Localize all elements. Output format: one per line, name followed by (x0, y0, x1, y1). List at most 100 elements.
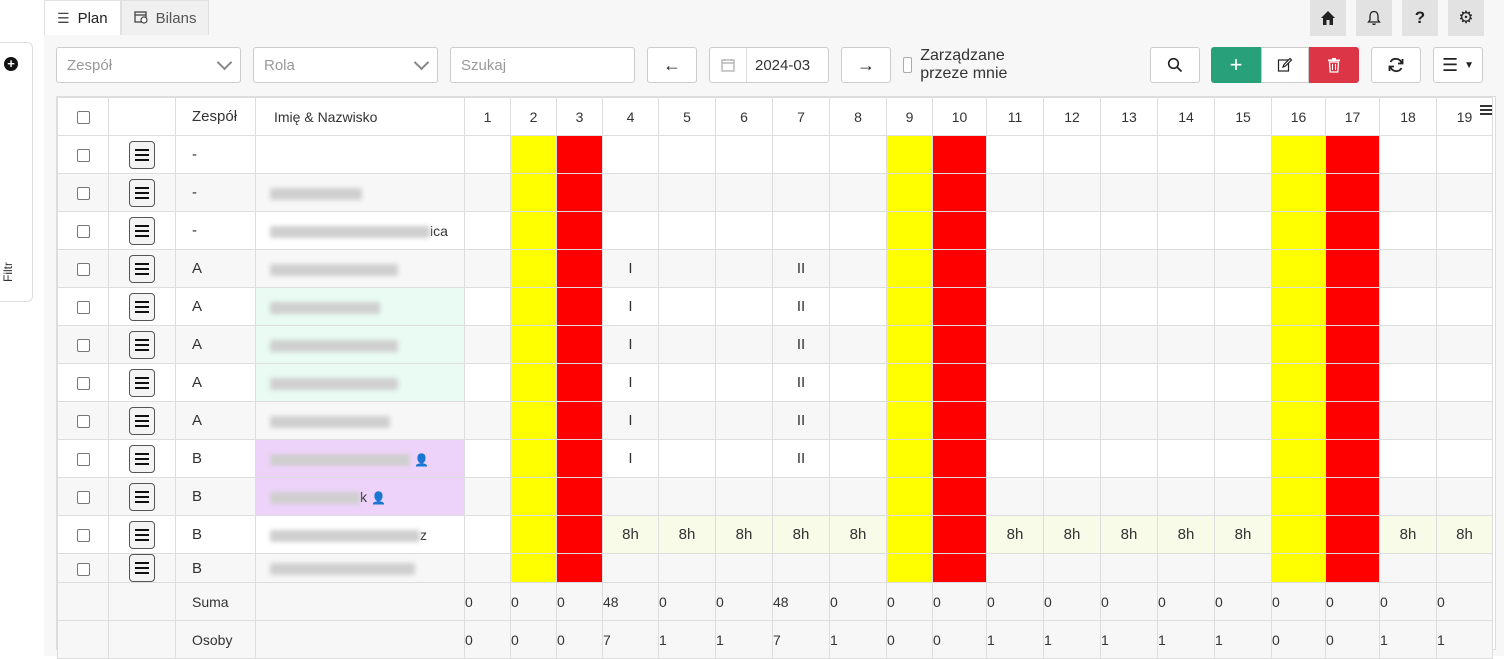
day-cell-10[interactable] (932, 325, 987, 364)
day-cell-6[interactable] (715, 439, 773, 478)
row-checkbox[interactable] (76, 562, 90, 576)
name-cell[interactable] (255, 553, 465, 583)
row-menu-button[interactable] (129, 520, 155, 549)
name-cell[interactable]: 👤 (255, 439, 465, 478)
day-cell-16[interactable] (1271, 515, 1326, 554)
day-cell-7[interactable]: 8h (772, 515, 830, 554)
day-cell-10[interactable] (932, 363, 987, 402)
day-cell-13[interactable] (1100, 439, 1158, 478)
row-checkbox[interactable] (76, 187, 90, 201)
day-cell-4[interactable]: I (602, 325, 659, 364)
day-cell-15[interactable] (1214, 325, 1272, 364)
day-cell-18[interactable] (1379, 211, 1437, 250)
day-cell-7[interactable] (772, 135, 830, 174)
day-cell-15[interactable] (1214, 135, 1272, 174)
day-cell-13[interactable] (1100, 211, 1158, 250)
day-cell-19[interactable] (1436, 439, 1493, 478)
day-cell-9[interactable] (886, 135, 933, 174)
delete-button[interactable] (1309, 47, 1359, 83)
day-cell-17[interactable] (1325, 325, 1380, 364)
search-button[interactable] (1150, 47, 1200, 83)
day-cell-18[interactable] (1379, 553, 1437, 583)
row-checkbox[interactable] (76, 415, 90, 429)
day-cell-19[interactable] (1436, 325, 1493, 364)
day-cell-3[interactable] (556, 363, 603, 402)
day-cell-10[interactable] (932, 515, 987, 554)
day-cell-18[interactable] (1379, 401, 1437, 440)
prev-month-button[interactable]: ← (647, 47, 697, 83)
day-cell-8[interactable] (829, 325, 887, 364)
table-row[interactable]: A I II (57, 287, 1493, 326)
day-cell-14[interactable] (1157, 287, 1215, 326)
day-cell-3[interactable] (556, 553, 603, 583)
name-cell[interactable]: k 👤 (255, 477, 465, 516)
day-cell-17[interactable] (1325, 439, 1380, 478)
day-cell-1[interactable] (464, 325, 511, 364)
day-cell-11[interactable] (986, 173, 1044, 212)
refresh-button[interactable] (1371, 47, 1421, 83)
day-cell-12[interactable]: 8h (1043, 515, 1101, 554)
day-cell-4[interactable] (602, 135, 659, 174)
day-cell-15[interactable] (1214, 477, 1272, 516)
day-cell-16[interactable] (1271, 363, 1326, 402)
day-cell-19[interactable] (1436, 249, 1493, 288)
day-cell-8[interactable] (829, 401, 887, 440)
day-cell-11[interactable]: 8h (986, 515, 1044, 554)
day-cell-14[interactable]: 8h (1157, 515, 1215, 554)
day-cell-11[interactable] (986, 135, 1044, 174)
day-cell-6[interactable] (715, 135, 773, 174)
day-cell-11[interactable] (986, 477, 1044, 516)
day-cell-10[interactable] (932, 477, 987, 516)
day-cell-14[interactable] (1157, 211, 1215, 250)
day-cell-14[interactable] (1157, 135, 1215, 174)
day-cell-13[interactable] (1100, 553, 1158, 583)
day-cell-2[interactable] (510, 477, 557, 516)
row-menu-button[interactable] (129, 178, 155, 207)
table-row[interactable]: - (57, 135, 1493, 174)
table-row[interactable]: B 👤 I II (57, 439, 1493, 478)
day-cell-7[interactable] (772, 553, 830, 583)
day-cell-5[interactable] (658, 477, 716, 516)
day-cell-2[interactable] (510, 401, 557, 440)
day-cell-5[interactable] (658, 211, 716, 250)
day-cell-9[interactable] (886, 211, 933, 250)
day-cell-13[interactable] (1100, 401, 1158, 440)
day-cell-13[interactable] (1100, 477, 1158, 516)
day-cell-6[interactable]: 8h (715, 515, 773, 554)
day-cell-4[interactable]: I (602, 363, 659, 402)
day-cell-8[interactable] (829, 135, 887, 174)
day-cell-14[interactable] (1157, 553, 1215, 583)
day-cell-4[interactable] (602, 211, 659, 250)
day-cell-12[interactable] (1043, 249, 1101, 288)
tab-bilans[interactable]: Bilans (120, 0, 210, 35)
day-cell-17[interactable] (1325, 515, 1380, 554)
day-cell-9[interactable] (886, 363, 933, 402)
day-cell-3[interactable] (556, 439, 603, 478)
search-input[interactable] (450, 47, 635, 83)
day-cell-15[interactable] (1214, 401, 1272, 440)
table-row[interactable]: B (57, 553, 1493, 583)
day-cell-8[interactable] (829, 249, 887, 288)
day-cell-13[interactable] (1100, 173, 1158, 212)
day-cell-7[interactable] (772, 173, 830, 212)
name-cell[interactable] (255, 325, 465, 364)
day-cell-11[interactable] (986, 553, 1044, 583)
day-cell-7[interactable]: II (772, 401, 830, 440)
day-cell-19[interactable] (1436, 287, 1493, 326)
row-checkbox[interactable] (76, 301, 90, 315)
day-cell-7[interactable]: II (772, 325, 830, 364)
row-checkbox[interactable] (76, 453, 90, 467)
day-cell-3[interactable] (556, 515, 603, 554)
select-all-checkbox[interactable] (76, 111, 90, 125)
name-cell[interactable] (255, 135, 465, 174)
day-cell-6[interactable] (715, 173, 773, 212)
day-cell-13[interactable]: 8h (1100, 515, 1158, 554)
day-cell-14[interactable] (1157, 401, 1215, 440)
day-cell-7[interactable]: II (772, 249, 830, 288)
day-cell-11[interactable] (986, 325, 1044, 364)
day-cell-6[interactable] (715, 249, 773, 288)
day-cell-7[interactable]: II (772, 287, 830, 326)
day-cell-13[interactable] (1100, 249, 1158, 288)
day-cell-16[interactable] (1271, 553, 1326, 583)
